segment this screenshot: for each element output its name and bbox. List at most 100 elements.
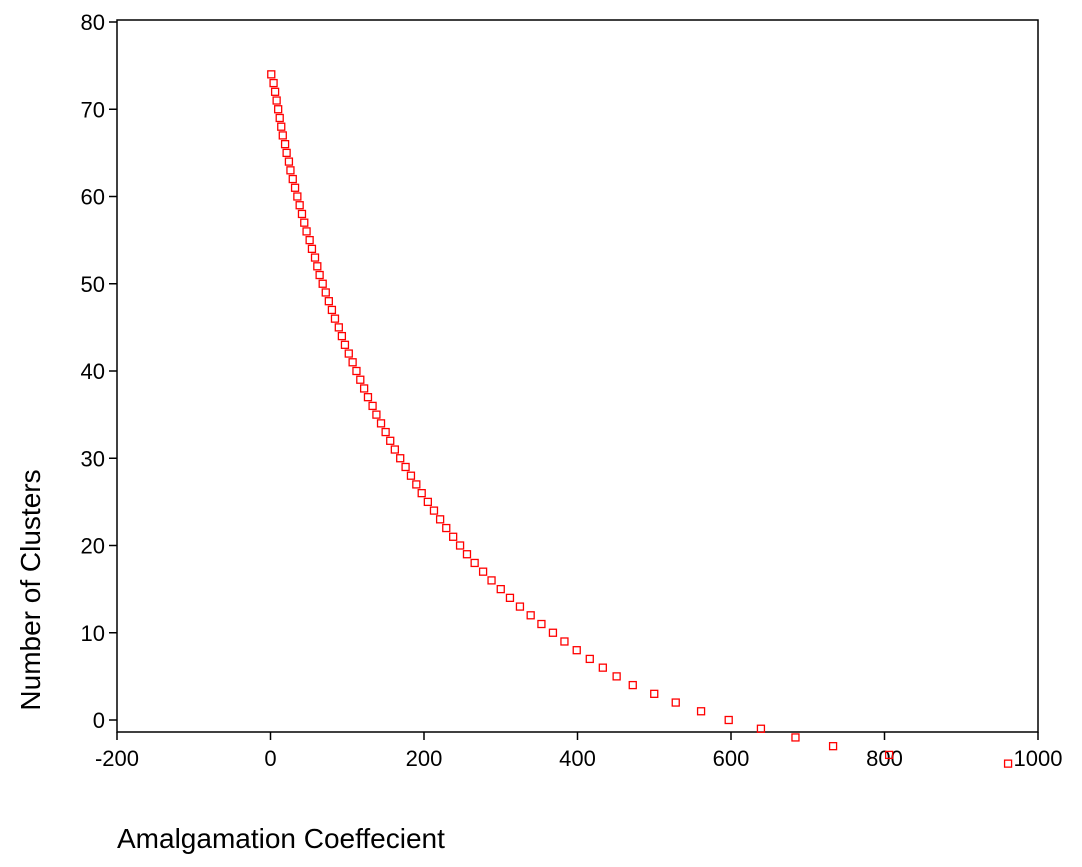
x-tick-label: 400 <box>559 746 596 771</box>
data-point <box>526 611 535 620</box>
y-tick-label: 70 <box>81 97 105 122</box>
data-point <box>756 724 766 733</box>
data-point <box>267 70 276 79</box>
data-point <box>310 253 320 262</box>
y-tick-label: 0 <box>93 708 105 733</box>
x-tick-label: -200 <box>95 746 139 771</box>
data-point <box>372 410 381 419</box>
data-point <box>496 584 505 594</box>
data-point <box>412 480 421 489</box>
data-point <box>505 593 515 602</box>
data-point <box>515 602 525 611</box>
plot-frame <box>116 19 1039 733</box>
data-point <box>390 445 399 454</box>
data-point <box>330 314 340 323</box>
data-point <box>288 174 297 184</box>
data-point <box>275 113 284 123</box>
data-point <box>435 515 445 524</box>
y-tick-label: 80 <box>81 10 105 35</box>
data-point <box>269 78 278 88</box>
data-point <box>337 331 347 341</box>
data-point <box>548 628 558 637</box>
data-point <box>828 742 838 751</box>
data-point <box>696 707 706 716</box>
data-point <box>356 375 365 384</box>
y-tick-label: 40 <box>81 359 105 384</box>
data-point <box>429 506 439 515</box>
data-points <box>267 70 1013 768</box>
x-axis-ticks: -200 0 200 400 600 800 1000 <box>95 732 1063 771</box>
data-point <box>284 157 294 166</box>
data-point <box>791 733 800 742</box>
data-point <box>305 235 314 245</box>
y-tick-label: 20 <box>81 534 105 559</box>
data-point <box>300 218 309 227</box>
data-point <box>572 646 581 655</box>
data-point <box>376 419 386 428</box>
data-point <box>348 358 357 367</box>
data-point <box>280 139 290 149</box>
data-point <box>272 96 281 105</box>
x-axis-title: Amalgamation Coeffecient <box>117 823 445 854</box>
y-tick-label: 30 <box>81 446 105 471</box>
data-point <box>401 462 410 472</box>
data-point <box>724 715 733 725</box>
data-point <box>417 488 426 498</box>
data-point <box>286 166 295 175</box>
data-point <box>381 427 390 437</box>
data-point <box>321 288 330 297</box>
data-point <box>406 471 416 480</box>
data-point <box>449 532 458 541</box>
data-point <box>277 122 286 131</box>
data-point <box>386 436 395 445</box>
data-point <box>334 323 343 332</box>
data-point <box>671 698 680 707</box>
data-point <box>290 183 300 192</box>
data-point <box>340 340 350 349</box>
data-point <box>478 567 488 576</box>
data-point <box>470 558 479 568</box>
data-point <box>297 209 307 219</box>
data-point <box>462 550 472 559</box>
data-point <box>423 497 432 507</box>
data-point <box>487 576 496 585</box>
data-point <box>537 619 546 629</box>
data-point <box>368 401 377 411</box>
data-point <box>278 131 287 140</box>
x-tick-label: 1000 <box>1014 746 1063 771</box>
y-tick-label: 10 <box>81 621 105 646</box>
data-point <box>363 393 373 402</box>
data-point <box>352 366 361 376</box>
data-point <box>612 672 621 681</box>
data-point <box>302 227 311 236</box>
data-point <box>315 270 324 280</box>
x-tick-label: 0 <box>264 746 276 771</box>
data-point <box>313 262 322 271</box>
data-point <box>344 349 353 358</box>
data-point <box>282 148 291 158</box>
x-tick-label: 800 <box>866 746 903 771</box>
y-tick-label: 60 <box>81 185 105 210</box>
data-point <box>359 384 369 393</box>
data-point <box>585 654 594 664</box>
data-point <box>270 87 280 96</box>
data-point <box>293 192 302 201</box>
y-axis-ticks: 0 10 20 30 40 50 60 70 80 <box>81 10 117 733</box>
data-point <box>884 750 894 760</box>
data-point <box>442 523 451 533</box>
data-point <box>628 680 637 690</box>
data-point <box>327 305 337 315</box>
data-point <box>324 297 333 306</box>
data-point <box>650 689 659 698</box>
data-point <box>455 541 465 550</box>
data-point <box>1003 759 1013 768</box>
data-point <box>560 637 569 646</box>
data-point <box>295 201 304 210</box>
data-point <box>396 454 405 463</box>
data-point <box>274 105 283 114</box>
x-tick-label: 200 <box>406 746 443 771</box>
y-tick-label: 50 <box>81 272 105 297</box>
data-point <box>598 663 607 672</box>
y-axis-title: Number of Clusters <box>15 469 46 710</box>
